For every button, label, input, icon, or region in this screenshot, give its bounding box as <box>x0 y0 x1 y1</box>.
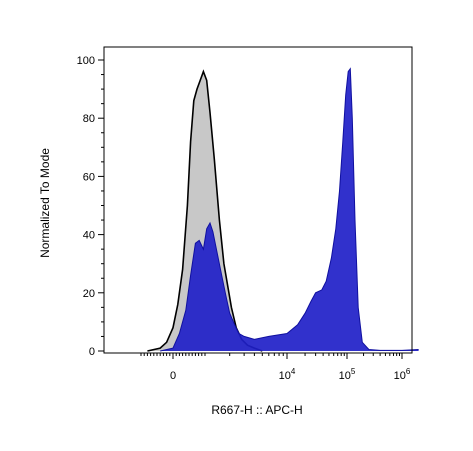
y-tick-label: 40 <box>83 230 95 242</box>
y-tick-label: 100 <box>77 55 95 67</box>
y-tick-label: 20 <box>83 288 95 300</box>
plot-frame <box>103 46 413 354</box>
series-area-1 <box>147 71 263 351</box>
y-tick-label: 80 <box>83 113 95 125</box>
series-area-2 <box>160 68 419 351</box>
x-tick-label: 0 <box>170 370 176 382</box>
y-tick-label: 60 <box>83 171 95 183</box>
x-axis-title: R667-H :: APC-H <box>211 403 302 417</box>
y-axis-title: Normalized To Mode <box>38 148 52 258</box>
x-tick-label: 105 <box>339 367 356 382</box>
series-outline-2 <box>160 67 419 352</box>
x-tick-label: 106 <box>394 367 411 382</box>
y-tick-label: 0 <box>89 346 95 358</box>
plot-area: 0 20 40 60 80 100 0 104 105 106 <box>77 46 419 382</box>
x-tick-label: 104 <box>279 367 296 382</box>
